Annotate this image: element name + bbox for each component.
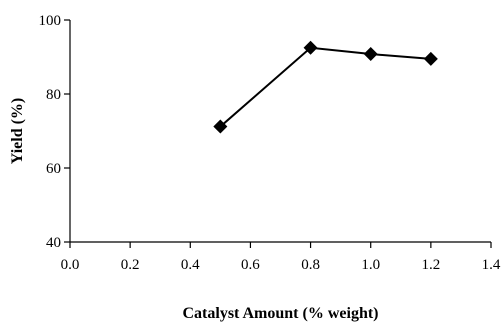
- x-axis-ticks: 0.0 0.2 0.4 0.6 0.8 1.0 1.2 1.4: [61, 242, 501, 273]
- x-tick-label: 1.4: [482, 257, 501, 273]
- y-tick-label: 40: [46, 235, 61, 251]
- data-point-marker: [213, 119, 228, 134]
- x-tick-label: 1.2: [421, 257, 440, 273]
- series-line: [219, 46, 431, 128]
- x-tick-label: 0.4: [181, 257, 200, 273]
- data-point-marker: [423, 51, 438, 66]
- y-tick-label: 100: [39, 13, 62, 29]
- data-point-marker: [363, 47, 378, 62]
- y-tick-label: 60: [46, 161, 61, 177]
- series-group: [213, 40, 438, 134]
- x-tick-label: 0.8: [301, 257, 320, 273]
- data-point-marker: [303, 40, 318, 55]
- x-tick-label: 0.0: [61, 257, 80, 273]
- x-tick-label: 0.6: [241, 257, 260, 273]
- y-axis-ticks: 40 60 80 100: [39, 13, 70, 251]
- y-tick-label: 80: [46, 87, 61, 103]
- y-axis-title: Yield (%): [9, 98, 26, 165]
- x-tick-label: 0.2: [121, 257, 140, 273]
- x-axis-title: Catalyst Amount (% weight): [183, 305, 379, 322]
- x-tick-label: 1.0: [361, 257, 380, 273]
